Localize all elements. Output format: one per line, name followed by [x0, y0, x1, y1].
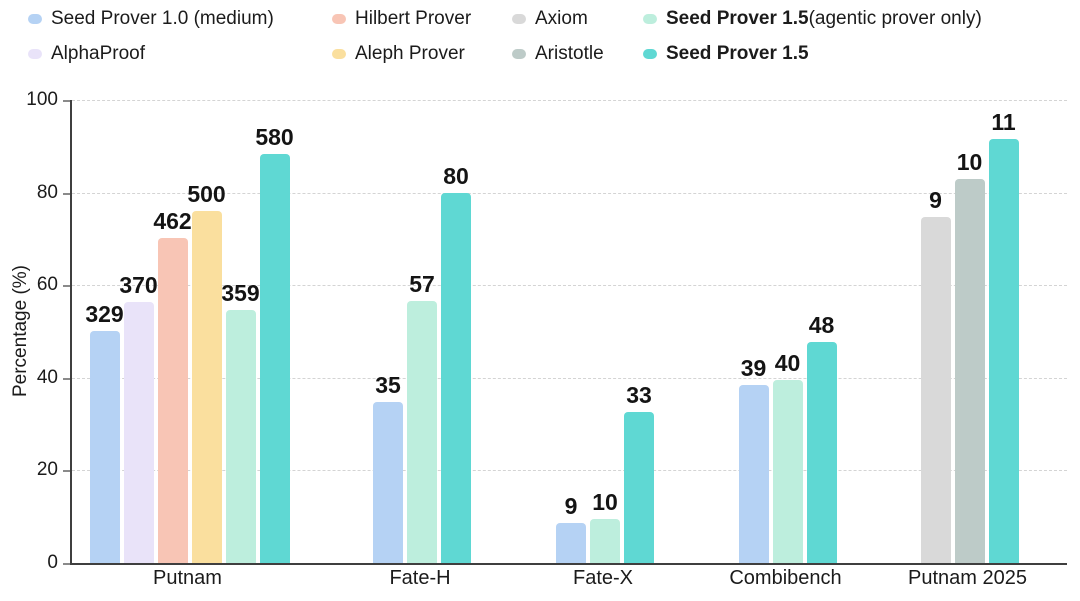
- y-tick-label: 40: [36, 366, 58, 388]
- bar-value-label: 580: [255, 124, 294, 151]
- bar: [590, 518, 620, 563]
- legend-swatch-icon: [643, 14, 657, 24]
- grid-line: [72, 285, 1067, 287]
- legend-label: Hilbert Prover: [355, 8, 472, 29]
- bar: [988, 139, 1019, 563]
- legend-swatch-icon: [643, 49, 657, 59]
- y-tick-label: 0: [47, 552, 58, 573]
- legend-item: AlphaProof: [28, 43, 145, 65]
- bar-value-label: 359: [221, 280, 260, 307]
- bar-value-label: 462: [153, 207, 192, 234]
- category-label: Putnam 2025: [908, 567, 1027, 589]
- legend-item: Seed Prover 1.5 (agentic prover only): [643, 8, 982, 30]
- bar-value-label: 11: [991, 109, 1016, 136]
- bar-value-label: 370: [119, 272, 158, 299]
- bar: [407, 300, 437, 563]
- bar: [556, 522, 586, 563]
- legend-label-suffix: (agentic prover only): [808, 8, 982, 29]
- bar-value-label: 500: [187, 180, 226, 207]
- bar-value-label: 57: [409, 270, 435, 297]
- bar-value-label: 329: [85, 301, 124, 328]
- legend-label: Axiom: [535, 8, 588, 29]
- bar: [441, 193, 471, 563]
- legend-label: Seed Prover 1.5: [666, 43, 809, 64]
- bar-value-label: 48: [808, 312, 835, 339]
- bar: [920, 216, 951, 563]
- bar: [225, 310, 256, 563]
- category-label: Fate-X: [572, 567, 634, 589]
- bar-value-label: 10: [956, 148, 983, 175]
- legend-label: Aleph Prover: [355, 43, 465, 64]
- bar: [259, 154, 290, 563]
- legend-item: Axiom: [512, 8, 588, 30]
- grid-line: [72, 100, 1067, 101]
- legend-swatch-icon: [332, 49, 346, 59]
- bar: [738, 384, 769, 563]
- y-tick-mark: [63, 100, 70, 102]
- y-tick-mark: [63, 285, 70, 288]
- bar-value-label: 80: [443, 163, 469, 190]
- grid-line: [72, 377, 1067, 379]
- bar-value-label: 40: [774, 349, 801, 376]
- legend-swatch-icon: [332, 14, 346, 24]
- legend-label: Seed Prover 1.5: [666, 8, 809, 29]
- y-tick-mark: [63, 470, 70, 473]
- bar: [772, 379, 803, 563]
- bar-value-label: 39: [740, 354, 767, 381]
- bar-value-label: 35: [375, 371, 401, 398]
- plot-area: 329 370 462 500 359 580 35 57 80 9 10 33 39 40 48 9 10 11: [70, 100, 1067, 565]
- bar: [157, 237, 188, 563]
- bar: [624, 411, 654, 563]
- legend-swatch-icon: [512, 49, 526, 59]
- category-label: Combibench: [729, 567, 842, 589]
- legend-label: Aristotle: [535, 43, 604, 64]
- bar-value-label: 9: [929, 186, 942, 213]
- legend-item: Aleph Prover: [332, 43, 465, 65]
- legend-item: Seed Prover 1.0 (medium): [28, 8, 274, 30]
- bar: [806, 342, 837, 563]
- bar-value-label: 9: [564, 492, 578, 519]
- bar: [89, 331, 120, 563]
- category-label: Fate-H: [389, 567, 451, 589]
- y-tick-label: 60: [36, 274, 58, 296]
- y-tick-mark: [63, 563, 70, 565]
- legend-label: AlphaProof: [51, 43, 146, 64]
- legend-swatch-icon: [28, 14, 42, 24]
- grid-line: [72, 192, 1067, 194]
- y-tick-label: 80: [36, 181, 58, 203]
- legend-label: Seed Prover 1.0 (medium): [51, 8, 274, 29]
- y-tick-mark: [63, 377, 70, 380]
- y-tick-label: 20: [36, 459, 58, 481]
- bar: [123, 302, 154, 563]
- category-label: Putnam: [153, 567, 222, 589]
- bar-value-label: 10: [592, 488, 618, 515]
- y-tick-label: 100: [26, 89, 58, 110]
- bar-value-label: 33: [626, 381, 652, 408]
- legend-swatch-icon: [512, 14, 526, 24]
- legend-item: Aristotle: [512, 43, 604, 65]
- grid-line: [72, 470, 1067, 472]
- legend-item: Hilbert Prover: [332, 8, 471, 30]
- bar: [954, 178, 985, 563]
- y-tick-mark: [63, 192, 70, 195]
- bar: [373, 401, 403, 563]
- legend-swatch-icon: [28, 49, 42, 59]
- legend-item: Seed Prover 1.5: [643, 43, 809, 65]
- bar: [191, 210, 222, 563]
